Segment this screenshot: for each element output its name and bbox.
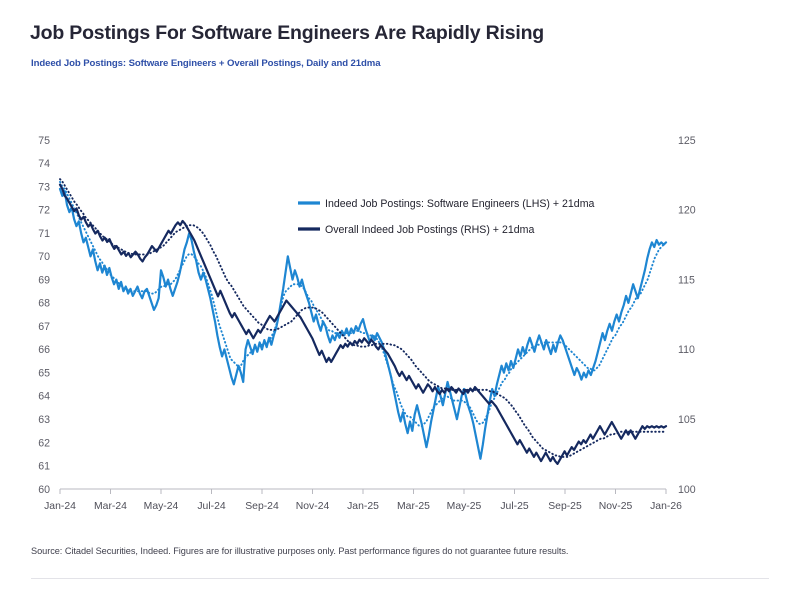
series-line-2 [58,183,668,465]
y-axis-left-tick-label: 70 [38,251,50,263]
y-axis-left-tick-label: 69 [38,274,50,286]
page-title: Job Postings For Software Engineers Are … [30,22,544,44]
y-axis-left-tick-label: 75 [38,135,50,147]
series-line-3 [59,178,667,458]
y-axis-left-tick-label: 61 [38,461,50,473]
y-axis-left-tick-label: 62 [38,437,50,449]
y-axis-right-tick-label: 120 [678,205,696,217]
x-axis-tick-label: Jan-26 [650,501,682,512]
y-axis-left-tick-label: 66 [38,344,50,356]
y-axis-left-tick-label: 68 [38,298,50,310]
bottom-divider [31,578,769,579]
x-axis-tick-label: Mar-25 [397,501,430,512]
x-axis-tick-label: Jul-24 [197,501,226,512]
x-axis-tick-label: Sep-24 [245,501,279,512]
x-axis-tick-label: May-24 [144,501,179,512]
x-axis-tick-label: Nov-25 [599,501,633,512]
y-axis-left-tick-label: 74 [38,158,50,170]
x-axis-tick-label: Sep-25 [548,501,582,512]
x-axis-tick-label: Nov-24 [296,501,330,512]
y-axis-right-tick-label: 115 [678,274,695,286]
y-axis-right-tick-label: 125 [678,135,696,147]
y-axis-left-tick-label: 72 [38,205,50,217]
y-axis-right-tick-label: 105 [678,414,696,426]
y-axis-left-tick-label: 65 [38,367,50,379]
y-axis-left-tick-label: 63 [38,414,50,426]
y-axis-left-tick-label: 73 [38,181,50,193]
legend-label-0: Indeed Job Postings: Software Engineers … [325,198,595,210]
y-axis-left-tick-label: 71 [38,228,50,240]
y-axis-left-tick-label: 64 [38,391,50,403]
x-axis-tick-label: May-25 [447,501,482,512]
chart-subtitle: Indeed Job Postings: Software Engineers … [31,58,381,69]
series-line-0 [58,187,668,460]
source-footnote: Source: Citadel Securities, Indeed. Figu… [31,546,569,556]
y-axis-left-tick-label: 60 [38,484,50,496]
y-axis-right-tick-label: 100 [678,484,696,496]
x-axis-tick-label: Mar-24 [94,501,127,512]
x-axis-tick-label: Jan-25 [347,501,379,512]
y-axis-right-tick-label: 110 [678,344,695,356]
x-axis-tick-label: Jan-24 [44,501,76,512]
series-line-1 [59,180,667,428]
legend-label-1: Overall Indeed Job Postings (RHS) + 21dm… [325,224,534,236]
y-axis-left-tick-label: 67 [38,321,50,333]
x-axis-tick-label: Jul-25 [500,501,529,512]
